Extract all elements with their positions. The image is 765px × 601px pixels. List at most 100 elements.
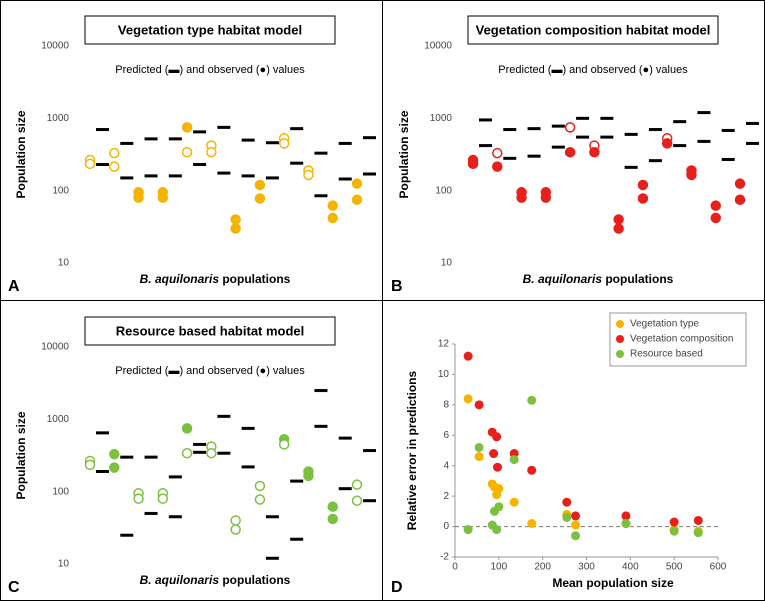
x-axis-label: B. aquilonaris populations xyxy=(140,272,291,286)
observed-point xyxy=(734,194,746,205)
point xyxy=(669,526,679,536)
annotation: Predicted (▬) and observed (●) values xyxy=(115,64,305,76)
predicted-dash xyxy=(241,426,255,430)
observed-point xyxy=(254,193,266,204)
predicted-dash xyxy=(265,556,279,560)
observed-point xyxy=(84,158,96,170)
x-axis-label-species: B. aquilonaris xyxy=(140,573,220,587)
predicted-dash xyxy=(314,194,328,198)
point xyxy=(527,519,537,529)
observed-point xyxy=(254,494,266,505)
point xyxy=(463,351,473,361)
point xyxy=(621,511,631,521)
x-tick-label: 300 xyxy=(578,562,595,573)
x-tick-label: 0 xyxy=(452,562,458,573)
x-axis-label: Mean population size xyxy=(552,576,674,590)
observed-point xyxy=(613,214,624,225)
observed-point xyxy=(661,138,673,149)
predicted-dash xyxy=(479,118,492,122)
predicted-dash xyxy=(673,120,687,124)
observed-point xyxy=(327,212,338,224)
observed-point xyxy=(564,146,576,158)
point xyxy=(527,465,537,475)
predicted-dash xyxy=(673,144,687,148)
predicted-dash xyxy=(241,174,255,178)
y-axis-label: Population size xyxy=(397,110,411,198)
x-axis-label-species: B. aquilonaris xyxy=(523,272,603,286)
predicted-dash xyxy=(600,116,614,120)
observed-point xyxy=(157,493,169,504)
predicted-dash xyxy=(314,151,328,155)
observed-point xyxy=(230,223,241,234)
observed-point xyxy=(157,192,169,203)
observed-point xyxy=(230,515,241,526)
observed-point xyxy=(181,146,193,158)
observed-point xyxy=(327,501,338,512)
point xyxy=(571,520,581,530)
y-tick-label: 6 xyxy=(443,430,449,441)
y-tick-label: 0 xyxy=(443,521,449,532)
observed-point xyxy=(254,179,266,191)
observed-point xyxy=(254,480,266,492)
predicted-dash xyxy=(338,436,352,440)
y-tick-label: 10 xyxy=(438,369,450,380)
predicted-dash xyxy=(96,431,109,435)
predicted-dash xyxy=(120,176,134,180)
observed-point xyxy=(181,423,193,434)
observed-point xyxy=(109,147,120,159)
point xyxy=(463,394,473,404)
chart-title: Vegetation composition habitat model xyxy=(476,22,711,37)
predicted-dash xyxy=(96,128,109,132)
predicted-dash xyxy=(721,128,735,132)
predicted-dash xyxy=(290,479,304,483)
x-tick-label: 400 xyxy=(622,562,639,573)
predicted-dash xyxy=(241,465,255,469)
predicted-dash xyxy=(193,442,207,446)
x-axis-label: B. aquilonaris populations xyxy=(523,272,674,286)
predicted-dash xyxy=(144,511,158,515)
point xyxy=(509,455,519,465)
predicted-dash xyxy=(363,172,376,176)
predicted-dash xyxy=(624,132,638,136)
y-tick-label: 1000 xyxy=(47,414,70,425)
predicted-dash xyxy=(290,161,304,165)
predicted-dash xyxy=(746,121,759,125)
y-tick-label: 100 xyxy=(52,486,69,497)
point xyxy=(489,449,499,459)
point xyxy=(562,512,572,522)
observed-point xyxy=(181,122,193,133)
x-axis-label: B. aquilonaris populations xyxy=(140,573,291,587)
observed-point xyxy=(84,459,96,471)
panel-letter: D xyxy=(391,579,403,596)
panel-letter: B xyxy=(391,278,403,295)
y-axis-label: Relative error in predictions xyxy=(405,370,419,530)
x-tick-label: 100 xyxy=(490,562,507,573)
observed-point xyxy=(181,447,193,459)
predicted-dash xyxy=(217,125,231,129)
observed-point xyxy=(492,147,503,159)
legend-label: Resource based xyxy=(630,349,703,360)
observed-point xyxy=(734,178,746,189)
predicted-dash xyxy=(96,470,109,474)
predicted-dash xyxy=(624,165,638,169)
predicted-dash xyxy=(576,135,590,139)
predicted-dash xyxy=(314,424,328,428)
annotation: Predicted (▬) and observed (●) values xyxy=(498,64,688,76)
observed-point xyxy=(327,200,338,211)
predicted-dash xyxy=(363,136,376,140)
point xyxy=(562,497,572,507)
x-axis-label-species: B. aquilonaris xyxy=(140,272,220,286)
point xyxy=(492,432,502,442)
point xyxy=(693,528,703,538)
predicted-dash xyxy=(697,139,711,143)
predicted-dash xyxy=(265,141,279,145)
predicted-dash xyxy=(168,137,182,141)
panel-letter: C xyxy=(8,579,20,596)
chart-title: Vegetation type habitat model xyxy=(118,22,302,37)
observed-point xyxy=(303,470,314,482)
legend-box xyxy=(609,312,747,367)
observed-point xyxy=(109,161,120,172)
observed-point xyxy=(230,214,241,225)
x-axis-label-text: populations xyxy=(222,272,290,286)
